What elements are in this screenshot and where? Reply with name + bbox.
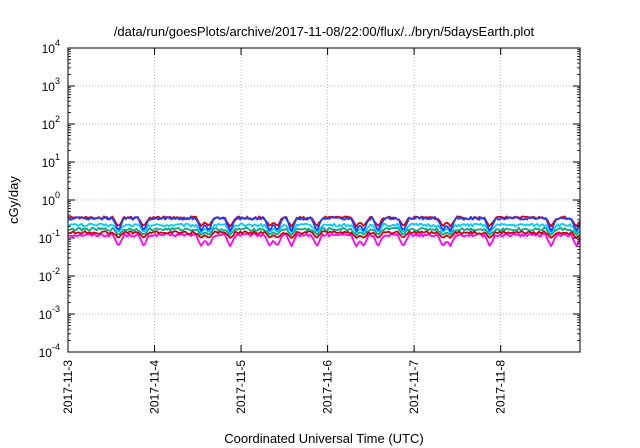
x-tick-label: 2017-11-6 xyxy=(321,360,335,414)
y-tick-label: 10-4 xyxy=(39,342,60,360)
y-tick-label: 102 xyxy=(42,114,60,132)
y-tick-label: 101 xyxy=(42,152,60,170)
series-line-5 xyxy=(67,216,581,233)
y-tick-label: 104 xyxy=(42,38,60,56)
y-tick-exponent: 2 xyxy=(55,114,60,124)
x-axis: 2017-11-3 2017-11-4 2017-11-5 2017-11-6 2017… xyxy=(61,48,508,414)
x-tick-label: 2017-11-4 xyxy=(148,360,162,414)
x-tick-label: 2017-11-8 xyxy=(494,360,508,414)
x-axis-label: Coordinated Universal Time (UTC) xyxy=(224,431,423,446)
x-tick-label: 2017-11-5 xyxy=(234,360,248,414)
y-tick-exponent: 0 xyxy=(55,190,60,200)
y-tick-exponent: -2 xyxy=(52,266,60,276)
y-tick-label: 103 xyxy=(42,76,60,94)
y-tick-label: 10-3 xyxy=(39,304,60,322)
y-axis-label: cGy/day xyxy=(6,176,21,224)
series-line-3 xyxy=(67,222,581,234)
y-tick-label: 100 xyxy=(42,190,60,208)
series-line-0 xyxy=(67,232,581,248)
y-tick-label: 10-2 xyxy=(39,266,60,284)
y-tick-exponent: 1 xyxy=(55,152,60,162)
y-tick-exponent: 4 xyxy=(55,38,60,48)
x-tick-label: 2017-11-7 xyxy=(407,360,421,414)
y-tick-exponent: -1 xyxy=(52,228,60,238)
y-tick-exponent: -3 xyxy=(52,304,60,314)
x-tick-label: 2017-11-3 xyxy=(61,360,75,414)
grid xyxy=(68,48,580,352)
series-line-2 xyxy=(67,226,581,236)
series-group xyxy=(67,215,581,248)
chart-title: /data/run/goesPlots/archive/2017-11-08/2… xyxy=(114,24,535,39)
y-tick-label: 10-1 xyxy=(39,228,60,246)
y-tick-exponent: -4 xyxy=(52,342,60,352)
y-tick-exponent: 3 xyxy=(55,76,60,86)
